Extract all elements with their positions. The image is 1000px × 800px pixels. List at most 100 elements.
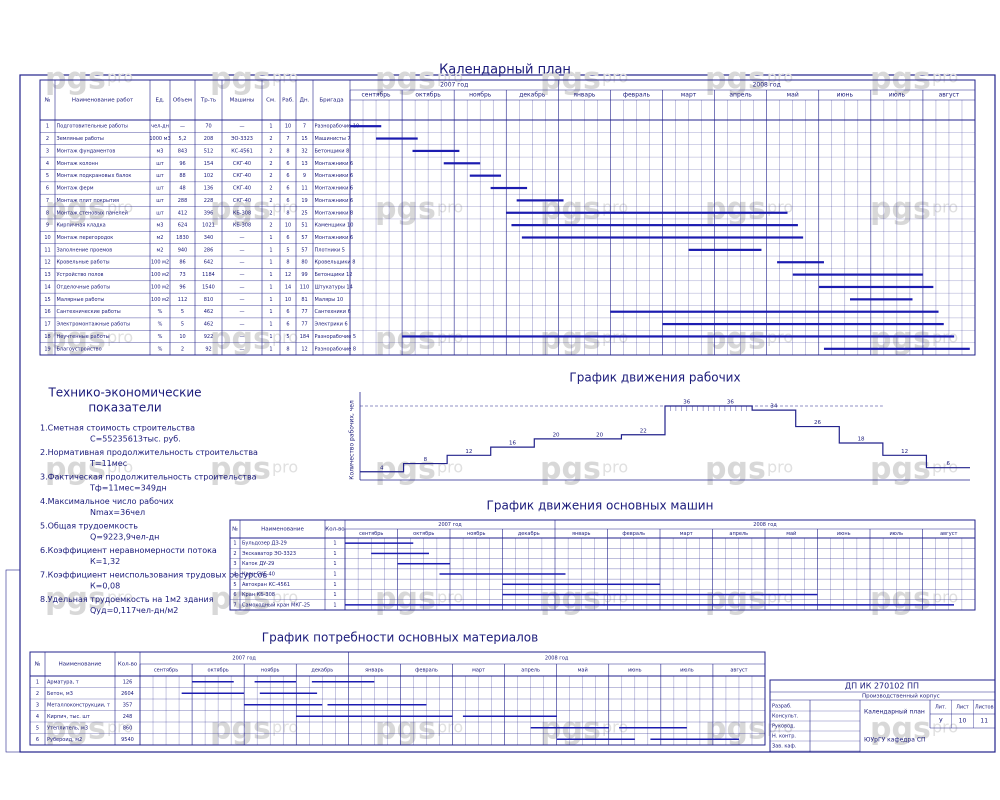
- stamp-value: У: [939, 718, 943, 725]
- year-label: 2007 год: [440, 82, 468, 89]
- table-cell: 2: [269, 173, 272, 179]
- table-cell: Самоходный кран МКГ-25: [242, 601, 310, 608]
- watermark-brand: pgs: [45, 582, 106, 617]
- table-cell: 88: [179, 173, 185, 179]
- table-cell: Кирпич, тыс. шт: [47, 714, 90, 720]
- watermark-suffix: pro: [767, 588, 793, 607]
- stamp-head: Лист: [956, 705, 969, 711]
- schedule-bar: [327, 704, 427, 706]
- table-cell: Кран СКГ-40: [242, 572, 275, 578]
- table-cell: ЭО-3323: [231, 136, 253, 142]
- month-label: март: [680, 531, 693, 537]
- watermark-suffix: pro: [602, 458, 628, 477]
- table-cell: 4: [36, 714, 39, 720]
- month-label: сентябрь: [154, 668, 178, 674]
- table-cell: 100 м2: [151, 260, 169, 266]
- table-cell: —: [240, 124, 245, 130]
- indicator-name: 2.Нормативная продолжительность строител…: [40, 448, 258, 457]
- watermark-brand: pgs: [705, 322, 766, 357]
- schedule-bar: [296, 715, 453, 717]
- month-label: октябрь: [208, 668, 229, 674]
- role: Зав. каф.: [772, 744, 797, 750]
- watermark-suffix: pro: [932, 198, 958, 217]
- schedule-bar: [777, 261, 824, 264]
- table-cell: 1: [269, 297, 272, 303]
- table-cell: 10: [285, 124, 291, 130]
- table-cell: 7: [303, 124, 306, 130]
- table-cell: 7: [46, 198, 49, 204]
- table-cell: 3: [36, 702, 39, 708]
- table-cell: Монтажники 6: [315, 235, 354, 241]
- schedule-bar: [662, 322, 944, 326]
- column-header: Кол-во: [325, 527, 345, 533]
- table-cell: %: [158, 309, 163, 315]
- table-cell: 512: [204, 148, 214, 154]
- table-cell: 2: [46, 136, 49, 142]
- indicator-name: 7.Коэффициент неиспользования трудовых р…: [40, 571, 267, 580]
- table-cell: Монтаж плит покрытия: [57, 198, 120, 204]
- table-cell: 51: [301, 223, 307, 229]
- indicator-value: С=55235613тыс. руб.: [90, 435, 181, 444]
- role: Консульт.: [772, 714, 799, 720]
- table-cell: 396: [204, 210, 214, 216]
- table-cell: шт: [156, 198, 164, 204]
- table-cell: 10: [44, 235, 50, 241]
- schedule-bar: [823, 347, 970, 350]
- column-header: Машины: [230, 98, 255, 104]
- table-cell: Монтажники 6: [315, 198, 354, 204]
- table-cell: 1: [333, 572, 336, 578]
- table-cell: Автокран КС-4561: [242, 582, 290, 588]
- schedule-bar: [397, 562, 450, 565]
- month-label: март: [472, 668, 485, 674]
- role: Н. контр.: [772, 734, 796, 740]
- schedule-bar: [850, 298, 913, 301]
- table-cell: Разнорабочие 8: [315, 346, 357, 352]
- table-cell: Штукатуры 14: [315, 284, 353, 290]
- table-cell: 184: [300, 334, 310, 340]
- table-cell: 19: [44, 346, 50, 352]
- schedule-bar: [376, 137, 418, 140]
- schedule-bar: [443, 162, 481, 165]
- table-cell: Рубероид, м2: [47, 737, 82, 743]
- table-cell: 2: [181, 346, 184, 352]
- step-label: 20: [596, 432, 603, 438]
- table-cell: 1: [269, 272, 272, 278]
- table-cell: —: [240, 235, 245, 241]
- month-label: август: [730, 668, 747, 674]
- month-label: июль: [680, 668, 694, 674]
- table-cell: 4: [233, 572, 236, 578]
- table-cell: Монтаж перегородок: [57, 235, 114, 241]
- watermark-brand: pgs: [705, 712, 766, 747]
- watermark-brand: pgs: [540, 712, 601, 747]
- table-cell: 73: [179, 272, 185, 278]
- table-cell: 1: [269, 334, 272, 340]
- binding-strip: [5, 569, 21, 753]
- stamp-head: Листов: [975, 705, 994, 711]
- table-cell: 2: [269, 136, 272, 142]
- indicator-name: 8.Удельная трудоемкость на 1м2 здания: [40, 595, 214, 604]
- table-cell: чел-дн: [151, 124, 169, 130]
- table-cell: 12: [285, 272, 291, 278]
- table-cell: 102: [204, 173, 214, 179]
- table-cell: —: [240, 297, 245, 303]
- watermark-suffix: pro: [107, 198, 133, 217]
- watermark-suffix: pro: [767, 458, 793, 477]
- table-cell: %: [158, 346, 163, 352]
- table-cell: Каток ДУ-29: [242, 561, 274, 567]
- table-cell: 1: [269, 247, 272, 253]
- stamp-value: 10: [959, 718, 967, 725]
- table-cell: 5: [233, 582, 236, 588]
- schedule-bar: [345, 604, 954, 606]
- table-cell: 6: [286, 309, 289, 315]
- axis-label: Количество рабочих, чел: [349, 400, 356, 480]
- title-block: [769, 679, 996, 753]
- table-cell: 1000 м3: [149, 136, 170, 142]
- table-cell: 6: [46, 186, 49, 192]
- indicator-value: Qуд=0,117чел-дн/м2: [90, 606, 178, 615]
- table-cell: 624: [178, 223, 188, 229]
- table-cell: Сантехнические работы: [57, 309, 121, 315]
- month-label: ноябрь: [261, 668, 280, 674]
- table-cell: 14: [44, 284, 50, 290]
